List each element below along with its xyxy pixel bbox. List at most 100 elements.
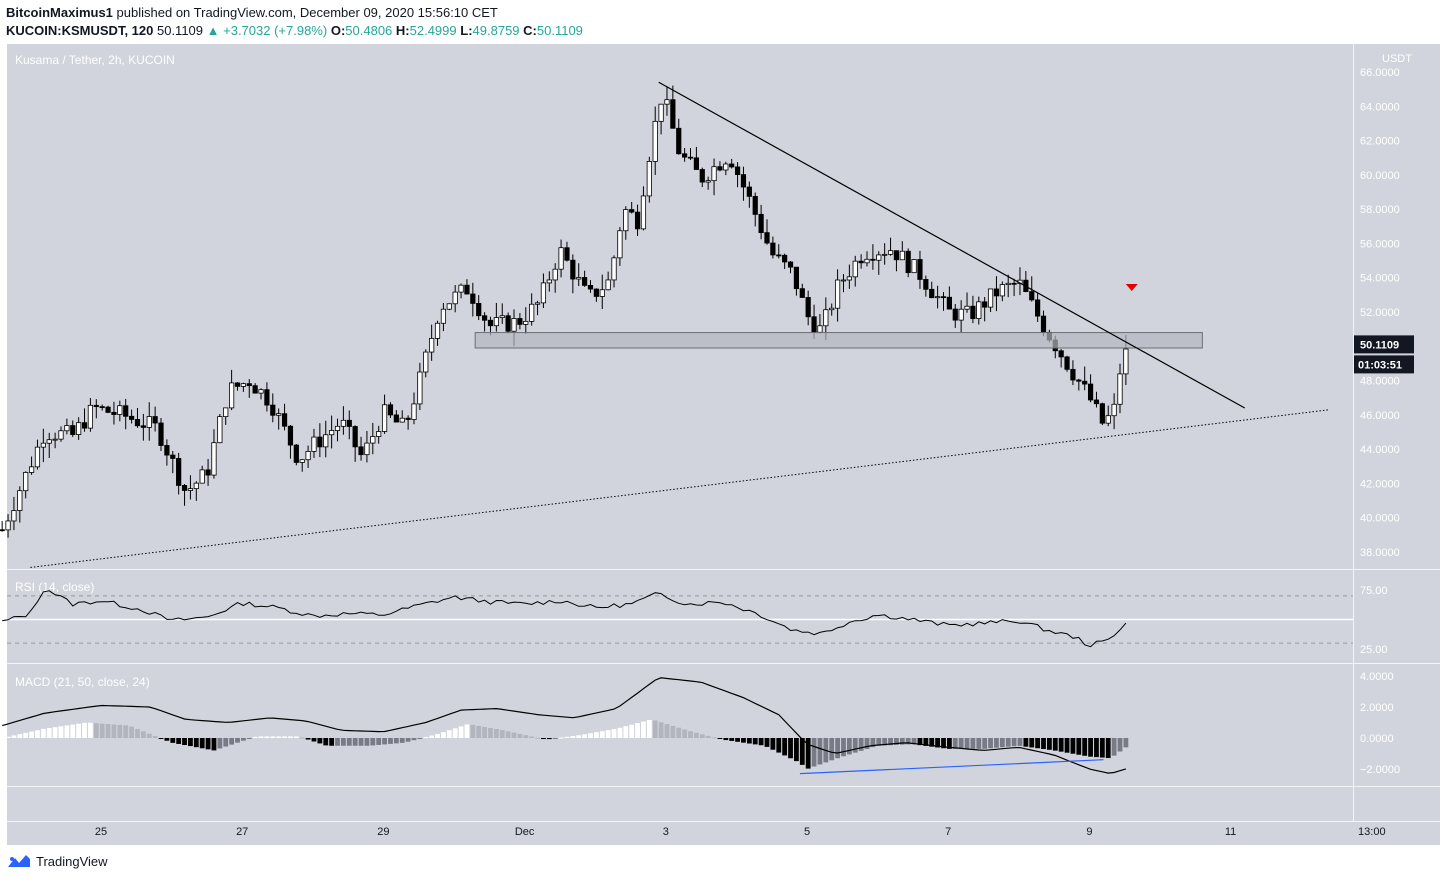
price-pane-bg[interactable]	[7, 44, 1353, 569]
candle-up[interactable]	[605, 279, 611, 291]
candle-down[interactable]	[1035, 299, 1041, 317]
candle-down[interactable]	[111, 411, 117, 415]
candle-down[interactable]	[1040, 315, 1047, 333]
candle-down[interactable]	[1029, 291, 1035, 301]
candle-up[interactable]	[558, 247, 564, 270]
candle-up[interactable]	[223, 407, 229, 418]
candle-up[interactable]	[440, 308, 447, 324]
candle-down[interactable]	[982, 301, 988, 308]
candle-down[interactable]	[105, 406, 111, 413]
candle-up[interactable]	[652, 120, 658, 162]
candle-down[interactable]	[564, 247, 570, 261]
candle-up[interactable]	[846, 276, 852, 281]
candle-down[interactable]	[293, 444, 299, 463]
candle-up[interactable]	[876, 254, 882, 261]
candle-down[interactable]	[952, 308, 958, 321]
candle-down[interactable]	[687, 156, 694, 159]
candle-up[interactable]	[58, 430, 64, 440]
macd-pane-bg[interactable]	[7, 664, 1353, 786]
candle-up[interactable]	[935, 296, 941, 299]
candle-down[interactable]	[734, 166, 741, 176]
candle-down[interactable]	[1093, 399, 1100, 405]
tradingview-footer[interactable]: TradingView	[6, 853, 108, 869]
candle-up[interactable]	[34, 446, 41, 468]
candle-down[interactable]	[805, 297, 811, 318]
candle-up[interactable]	[599, 289, 605, 297]
candle-down[interactable]	[693, 157, 699, 170]
candle-down[interactable]	[99, 406, 105, 409]
candle-down[interactable]	[81, 422, 88, 429]
macd-line[interactable]	[2, 677, 1127, 774]
candle-down[interactable]	[0, 529, 5, 532]
candle-down[interactable]	[317, 436, 323, 448]
candle-down[interactable]	[1011, 282, 1017, 285]
candle-up[interactable]	[17, 490, 23, 511]
candle-down[interactable]	[470, 293, 476, 304]
candle-down[interactable]	[393, 414, 399, 423]
candle-down[interactable]	[70, 425, 76, 435]
candle-down[interactable]	[517, 318, 523, 325]
candle-down[interactable]	[793, 266, 800, 290]
candle-down[interactable]	[782, 254, 788, 263]
candle-down[interactable]	[387, 404, 394, 416]
candle-down[interactable]	[152, 416, 158, 424]
candle-up[interactable]	[864, 258, 870, 264]
candle-up[interactable]	[52, 438, 58, 441]
candle-down[interactable]	[629, 209, 635, 213]
candle-down[interactable]	[729, 163, 735, 168]
candle-up[interactable]	[1005, 282, 1011, 286]
candle-up[interactable]	[87, 404, 94, 429]
candle-down[interactable]	[1099, 403, 1105, 424]
candle-down[interactable]	[758, 213, 764, 234]
candle-down[interactable]	[505, 315, 511, 332]
candle-down[interactable]	[1076, 379, 1082, 382]
candle-down[interactable]	[128, 415, 135, 420]
candle-up[interactable]	[376, 431, 382, 437]
candle-down[interactable]	[358, 446, 364, 456]
candle-down[interactable]	[1058, 350, 1064, 358]
candle-up[interactable]	[493, 317, 499, 327]
candle-down[interactable]	[787, 261, 794, 268]
candle-down[interactable]	[281, 413, 288, 427]
candle-up[interactable]	[534, 302, 541, 305]
candle-down[interactable]	[917, 259, 923, 280]
candle-up[interactable]	[40, 442, 46, 448]
candle-up[interactable]	[646, 161, 652, 197]
candle-up[interactable]	[882, 253, 888, 256]
candle-up[interactable]	[664, 99, 670, 105]
candle-down[interactable]	[476, 303, 482, 317]
candle-down[interactable]	[870, 258, 876, 261]
candle-up[interactable]	[1123, 348, 1129, 375]
candle-up[interactable]	[711, 166, 717, 182]
candle-up[interactable]	[840, 279, 847, 282]
candle-down[interactable]	[270, 404, 276, 416]
candle-down[interactable]	[970, 305, 976, 319]
descending-trendline[interactable]	[658, 81, 1246, 409]
candle-down[interactable]	[158, 422, 164, 446]
candle-up[interactable]	[399, 417, 405, 423]
candle-down[interactable]	[929, 288, 935, 299]
candle-up[interactable]	[623, 209, 629, 232]
candle-up[interactable]	[417, 371, 423, 405]
candle-down[interactable]	[923, 279, 929, 290]
candle-up[interactable]	[458, 284, 464, 293]
candle-down[interactable]	[946, 296, 952, 310]
publisher-name[interactable]: BitcoinMaximus1	[6, 5, 113, 20]
candle-up[interactable]	[299, 459, 305, 463]
candle-up[interactable]	[311, 436, 317, 452]
candle-up[interactable]	[323, 434, 329, 448]
candle-down[interactable]	[699, 169, 705, 183]
candle-down[interactable]	[1064, 356, 1070, 370]
candle-down[interactable]	[634, 211, 641, 230]
ascending-support-line[interactable]	[30, 409, 1330, 568]
candle-down[interactable]	[1087, 383, 1094, 401]
candle-up[interactable]	[370, 436, 376, 444]
candle-up[interactable]	[523, 320, 529, 325]
candle-down[interactable]	[993, 288, 1000, 297]
candle-down[interactable]	[264, 389, 270, 406]
candle-up[interactable]	[211, 442, 217, 476]
candle-up[interactable]	[305, 451, 311, 461]
candle-down[interactable]	[799, 288, 805, 298]
candle-down[interactable]	[764, 232, 770, 244]
candle-down[interactable]	[176, 458, 182, 486]
